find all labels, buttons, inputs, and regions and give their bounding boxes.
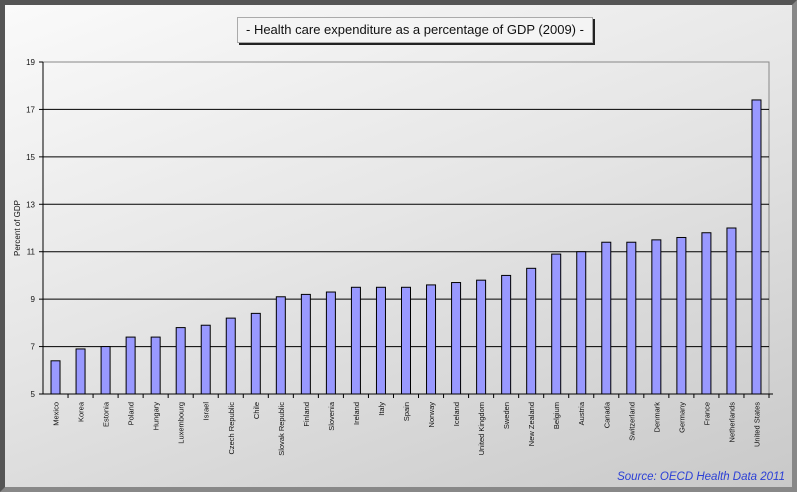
x-tick-label: Canada	[602, 401, 611, 428]
x-tick-label: Belgium	[552, 402, 561, 429]
source-note: Source: OECD Health Data 2011	[617, 471, 785, 483]
x-tick-label: Hungary	[152, 402, 161, 431]
x-tick-label: Iceland	[452, 402, 461, 426]
bar	[75, 348, 86, 395]
x-tick-label: Italy	[377, 402, 386, 416]
chart-title: - Health care expenditure as a percentag…	[237, 17, 593, 43]
bar	[426, 284, 437, 395]
bar	[200, 324, 211, 395]
bar	[551, 253, 562, 395]
x-tick-label: Sweden	[502, 402, 511, 429]
bar	[350, 286, 361, 395]
bar	[50, 360, 61, 395]
bar	[175, 327, 186, 395]
y-tick-label: 11	[27, 248, 36, 257]
bar	[401, 286, 411, 395]
bar	[275, 296, 286, 395]
y-tick-label: 9	[31, 295, 36, 304]
x-tick-label: Denmark	[652, 402, 661, 433]
bar	[576, 251, 587, 395]
x-tick-label: Israel	[202, 402, 211, 421]
bar	[250, 312, 261, 395]
x-tick-label: Korea	[77, 401, 86, 422]
bar	[701, 232, 712, 395]
bar	[451, 282, 462, 395]
bar	[651, 239, 662, 395]
x-tick-label: New Zealand	[527, 402, 536, 446]
y-tick-label: 7	[31, 343, 36, 352]
x-tick-label: United States	[752, 402, 761, 447]
y-axis-label: Percent of GDP	[13, 200, 22, 256]
bar	[325, 291, 336, 395]
bar	[676, 236, 687, 395]
bar	[375, 286, 386, 395]
x-tick-label: Luxembourg	[177, 402, 186, 444]
y-tick-label: 15	[26, 153, 35, 162]
bar	[726, 227, 737, 395]
y-tick-label: 19	[26, 58, 35, 67]
x-tick-label: Switzerland	[627, 402, 636, 441]
bar	[476, 279, 487, 395]
x-tick-label: Finland	[302, 402, 311, 427]
x-tick-label: Poland	[127, 402, 136, 425]
bar	[501, 274, 512, 395]
x-tick-label: Slovenia	[327, 401, 336, 431]
x-tick-label: Mexico	[52, 402, 61, 426]
x-tick-label: Norway	[427, 402, 436, 428]
x-tick-label: United Kingdom	[477, 402, 486, 455]
bar	[300, 293, 311, 395]
x-tick-label: Slovak Republic	[277, 402, 286, 456]
plot-border	[43, 61, 770, 394]
bar	[626, 241, 637, 395]
y-tick-label: 5	[31, 390, 36, 399]
y-tick-label: 17	[26, 105, 35, 114]
bar	[125, 336, 136, 395]
x-tick-label: Netherlands	[727, 402, 736, 443]
bar	[100, 346, 111, 395]
bar	[225, 317, 236, 395]
bar	[150, 336, 161, 395]
x-tick-label: Estonia	[102, 401, 111, 427]
bar	[751, 99, 762, 395]
x-tick-label: Chile	[252, 402, 261, 419]
bar	[601, 241, 612, 395]
x-tick-label: Czech Republic	[227, 402, 236, 455]
x-tick-label: France	[702, 402, 711, 425]
x-tick-label: Ireland	[352, 402, 361, 425]
x-tick-label: Spain	[402, 402, 411, 421]
x-tick-label: Austria	[577, 401, 586, 425]
bar	[526, 267, 537, 395]
x-tick-label: Germany	[677, 402, 686, 433]
y-tick-label: 13	[26, 200, 35, 209]
